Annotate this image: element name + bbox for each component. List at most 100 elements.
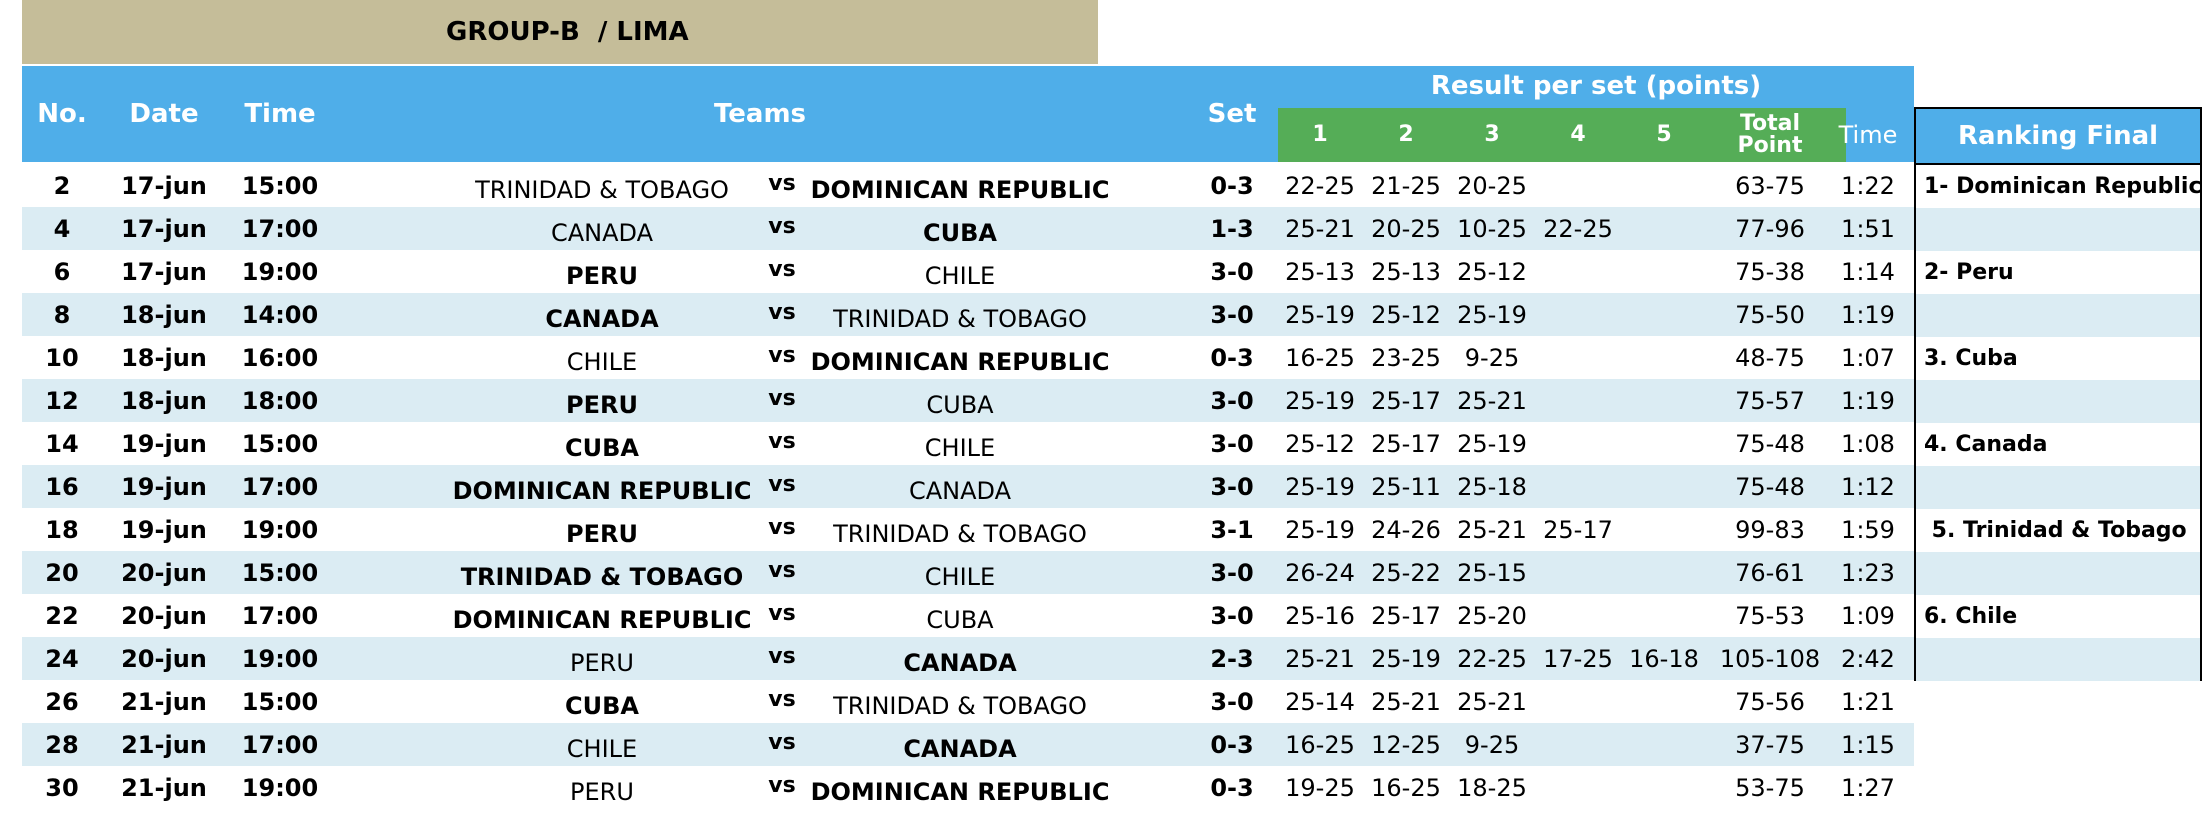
match-time: 14:00 (241, 300, 319, 329)
set-2-points: 25-12 (1371, 300, 1441, 329)
set-5-points (1622, 379, 1706, 422)
vs-label: vs (768, 644, 796, 669)
match-date: 18-jun (121, 386, 207, 415)
header-date: Date (129, 99, 199, 129)
match-date: 20-jun (121, 644, 207, 673)
away-team: CANADA (903, 734, 1017, 763)
ranking-item: 3. Cuba (1924, 346, 2018, 371)
total-points: 77-96 (1735, 214, 1805, 243)
set-5-points (1622, 680, 1706, 723)
header-set-1: 1 (1312, 122, 1328, 147)
set-4-points (1536, 293, 1620, 336)
ranking-item: 1- Dominican Republic (1924, 174, 2202, 199)
set-3-points: 25-21 (1457, 515, 1527, 544)
set-score: 0-3 (1210, 730, 1254, 759)
table-row: 14 19-jun 15:00 CUBA vs CHILE 3-0 25-12 25-17 25-… (22, 422, 1914, 465)
home-team: CHILE (566, 347, 638, 376)
set-4-points (1536, 680, 1620, 723)
set-1-points: 25-19 (1285, 386, 1355, 415)
match-date: 17-jun (121, 257, 207, 286)
match-date: 20-jun (121, 558, 207, 587)
match-table: 2 17-jun 15:00 TRINIDAD & TOBAGO vs DOMINICAN… (22, 164, 1914, 809)
table-row: 12 18-jun 18:00 PERU vs CUBA 3-0 25-19 25-17 25-2… (22, 379, 1914, 422)
match-number: 28 (45, 730, 79, 759)
header-set-4: 4 (1570, 122, 1586, 147)
set-score: 2-3 (1210, 644, 1254, 673)
set-1-points: 25-21 (1285, 644, 1355, 673)
set-5-points (1622, 594, 1706, 637)
set-score: 3-1 (1210, 515, 1254, 544)
vs-label: vs (768, 300, 796, 325)
match-duration: 1:59 (1841, 515, 1895, 544)
match-duration: 1:23 (1841, 558, 1895, 587)
set-1-points: 25-13 (1285, 257, 1355, 286)
home-team: PERU (566, 261, 638, 290)
set-2-points: 25-17 (1371, 386, 1441, 415)
set-4-points: 25-17 (1543, 515, 1613, 544)
table-row: 28 21-jun 17:00 CHILE vs CANADA 0-3 16-25 12-25 9… (22, 723, 1914, 766)
match-number: 30 (45, 773, 79, 802)
header-teams: Teams (713, 99, 807, 129)
match-duration: 1:08 (1841, 429, 1895, 458)
set-4-points (1536, 422, 1620, 465)
match-date: 17-jun (121, 171, 207, 200)
vs-label: vs (768, 515, 796, 540)
table-row: 30 21-jun 19:00 PERU vs DOMINICAN REPUBLIC 0-3… (22, 766, 1914, 809)
away-team: CHILE (924, 433, 996, 462)
match-number: 12 (45, 386, 79, 415)
ranking-panel: Ranking Final 1- Dominican Republic 2- Pe… (1914, 107, 2202, 681)
set-2-points: 25-17 (1371, 601, 1441, 630)
match-time: 19:00 (241, 773, 319, 802)
vs-label: vs (768, 687, 796, 712)
table-row: 18 19-jun 19:00 PERU vs TRINIDAD & TOBAGO 3-1 2… (22, 508, 1914, 551)
set-2-points: 25-22 (1371, 558, 1441, 587)
table-row: 20 20-jun 15:00 TRINIDAD & TOBAGO vs CHILE 3-0… (22, 551, 1914, 594)
set-1-points: 25-14 (1285, 687, 1355, 716)
match-time: 17:00 (241, 601, 319, 630)
set-4-points: 17-25 (1543, 644, 1613, 673)
set-2-points: 25-11 (1371, 472, 1441, 501)
match-date: 19-jun (121, 472, 207, 501)
vs-label: vs (768, 773, 796, 798)
vs-label: vs (768, 257, 796, 282)
header-result-per-set: Result per set (points) (1430, 71, 1762, 101)
set-5-points (1622, 250, 1706, 293)
match-number: 8 (53, 300, 71, 329)
set-3-points: 25-21 (1457, 687, 1527, 716)
set-3-points: 25-19 (1457, 300, 1527, 329)
ranking-item (1916, 638, 2200, 681)
ranking-item: 5. Trinidad & Tobago (1924, 518, 2187, 543)
vs-label: vs (768, 730, 796, 755)
ranking-item (1916, 208, 2200, 251)
set-5-points (1622, 293, 1706, 336)
set-1-points: 16-25 (1285, 343, 1355, 372)
match-time: 17:00 (241, 730, 319, 759)
match-date: 19-jun (121, 429, 207, 458)
match-number: 18 (45, 515, 79, 544)
set-score: 0-3 (1210, 343, 1254, 372)
set-2-points: 25-21 (1371, 687, 1441, 716)
set-2-points: 16-25 (1371, 773, 1441, 802)
ranking-item: 6. Chile (1924, 604, 2018, 629)
ranking-item (1916, 466, 2200, 509)
table-row: 24 20-jun 19:00 PERU vs CANADA 2-3 25-21 25-19 22… (22, 637, 1914, 680)
vs-label: vs (768, 386, 796, 411)
match-time: 19:00 (241, 257, 319, 286)
vs-label: vs (768, 429, 796, 454)
set-2-points: 21-25 (1371, 171, 1441, 200)
match-date: 18-jun (121, 343, 207, 372)
set-1-points: 25-19 (1285, 300, 1355, 329)
home-team: DOMINICAN REPUBLIC (452, 476, 752, 505)
total-points: 37-75 (1735, 730, 1805, 759)
set-5-points (1622, 465, 1706, 508)
total-points: 75-48 (1735, 429, 1805, 458)
total-points: 75-53 (1735, 601, 1805, 630)
set-score: 1-3 (1210, 214, 1254, 243)
set-score: 3-0 (1210, 558, 1254, 587)
header-set-3: 3 (1484, 122, 1500, 147)
vs-label: vs (768, 601, 796, 626)
match-date: 20-jun (121, 601, 207, 630)
home-team: PERU (570, 777, 634, 806)
set-3-points: 9-25 (1464, 730, 1520, 759)
home-team: PERU (566, 519, 638, 548)
